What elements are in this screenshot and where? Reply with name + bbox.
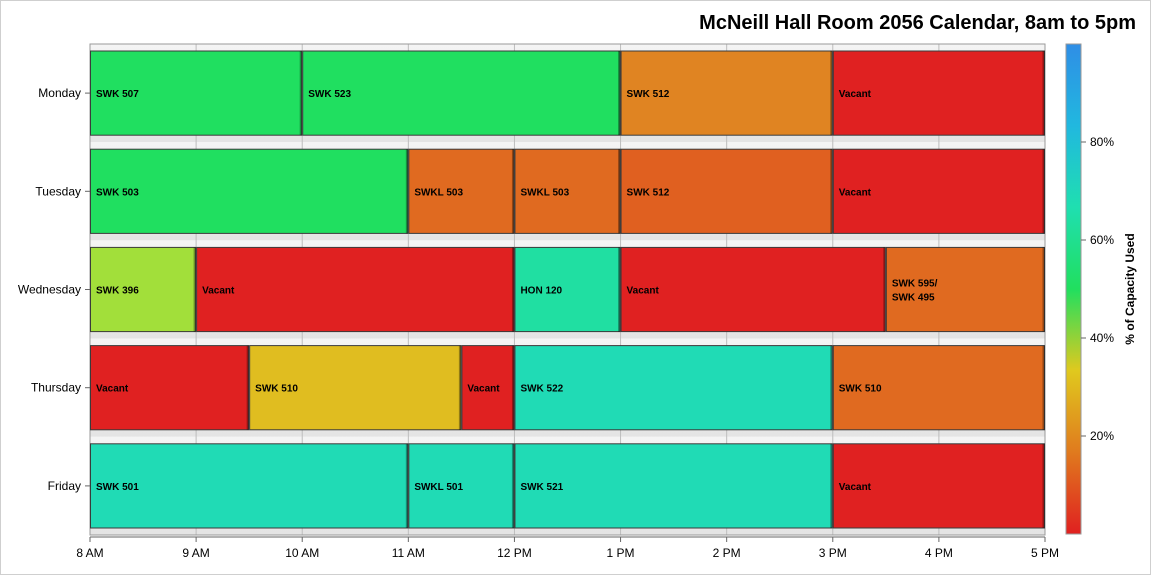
event-bar[interactable]: SWK 522 — [515, 346, 832, 430]
event-bar[interactable]: Vacant — [833, 149, 1044, 233]
event-bar-shadow — [459, 346, 461, 430]
event-label-line2: SWK 495 — [892, 293, 935, 304]
x-tick-label: 4 PM — [925, 546, 953, 560]
y-tick-label: Tuesday — [35, 184, 81, 198]
event-bar-shadow — [406, 444, 408, 528]
event-bar-rect — [886, 247, 1044, 331]
event-label: SWK 512 — [627, 187, 670, 198]
event-bar[interactable]: SWK 501 — [91, 444, 408, 528]
event-bar[interactable]: HON 120 — [515, 247, 620, 331]
colorbar-tick-label: 60% — [1090, 233, 1114, 247]
x-tick-label: 10 AM — [285, 546, 319, 560]
event-bar-rect — [197, 247, 514, 331]
event-bar[interactable]: SWKL 501 — [409, 444, 514, 528]
event-label: SWKL 503 — [520, 187, 569, 198]
colorbar-tick-label: 40% — [1090, 331, 1114, 345]
colorbar-title: % of Capacity Used — [1123, 233, 1137, 344]
event-bar-shadow — [406, 149, 408, 233]
colorbar: 20% 40% 60% 80% % of Capacity Used — [1066, 44, 1137, 534]
event-bar-shadow — [512, 444, 514, 528]
event-bar[interactable]: SWK 510 — [250, 346, 461, 430]
x-tick-label: 2 PM — [713, 546, 741, 560]
event-bar-shadow — [1043, 247, 1045, 331]
x-tick-label: 9 AM — [182, 546, 209, 560]
event-bar-shadow — [512, 346, 514, 430]
event-label: SWK 523 — [308, 89, 351, 100]
event-bar[interactable]: SWK 512 — [621, 149, 832, 233]
event-bar[interactable]: SWK 521 — [515, 444, 832, 528]
event-label: Vacant — [467, 384, 500, 395]
event-label: SWK 595/ — [892, 279, 938, 290]
event-bar-shadow — [618, 149, 620, 233]
event-label: SWK 522 — [520, 384, 563, 395]
x-tick-label: 1 PM — [607, 546, 635, 560]
event-bar-shadow — [512, 247, 514, 331]
event-label: SWK 501 — [96, 482, 139, 493]
event-label: Vacant — [839, 482, 872, 493]
x-tick-label: 3 PM — [819, 546, 847, 560]
event-bar[interactable]: Vacant — [621, 247, 885, 331]
x-tick-label: 8 AM — [76, 546, 103, 560]
event-bar[interactable]: SWK 503 — [91, 149, 408, 233]
event-bar-shadow — [1043, 149, 1045, 233]
y-tick-label: Thursday — [31, 381, 81, 395]
event-bar-shadow — [300, 51, 302, 135]
event-bar[interactable]: SWK 523 — [303, 51, 620, 135]
event-label: HON 120 — [520, 286, 562, 297]
event-bar-shadow — [830, 149, 832, 233]
event-bar-shadow — [830, 444, 832, 528]
x-tick-label: 12 PM — [497, 546, 532, 560]
x-tick-label: 5 PM — [1031, 546, 1059, 560]
event-bar[interactable]: SWK 595/SWK 495 — [886, 247, 1044, 331]
event-label: SWK 503 — [96, 187, 139, 198]
event-label: Vacant — [202, 286, 235, 297]
event-label: Vacant — [839, 89, 872, 100]
x-tick-label: 11 AM — [392, 546, 425, 560]
event-bar[interactable]: Vacant — [197, 247, 514, 331]
y-tick-label: Wednesday — [18, 283, 81, 297]
plot-area: SWK 507 SWK 523 SWK 512 Vacant SWK 503 SWKL 5… — [18, 44, 1059, 560]
event-label: SWK 507 — [96, 89, 139, 100]
event-bar[interactable]: SWK 396 — [91, 247, 196, 331]
event-bar-shadow — [1043, 51, 1045, 135]
event-bar-rect — [621, 247, 885, 331]
event-bar-shadow — [1043, 444, 1045, 528]
event-bar[interactable]: Vacant — [91, 346, 249, 430]
event-bar-shadow — [618, 51, 620, 135]
y-tick-label: Monday — [38, 86, 81, 100]
event-label: Vacant — [96, 384, 129, 395]
event-bar[interactable]: SWK 512 — [621, 51, 832, 135]
event-label: Vacant — [839, 187, 872, 198]
event-label: SWK 521 — [520, 482, 563, 493]
event-label: Vacant — [627, 286, 660, 297]
event-label: SWK 512 — [627, 89, 670, 100]
event-bar[interactable]: SWKL 503 — [409, 149, 514, 233]
event-bar-shadow — [618, 247, 620, 331]
event-bar[interactable]: Vacant — [833, 51, 1044, 135]
event-label: SWK 510 — [839, 384, 882, 395]
event-bar[interactable]: Vacant — [462, 346, 514, 430]
event-bar-shadow — [194, 247, 196, 331]
y-tick-label: Friday — [48, 479, 81, 493]
event-bar-shadow — [1043, 346, 1045, 430]
colorbar-gradient — [1066, 44, 1081, 534]
colorbar-tick-label: 80% — [1090, 135, 1114, 149]
event-bar[interactable]: SWKL 503 — [515, 149, 620, 233]
event-bar[interactable]: Vacant — [833, 444, 1044, 528]
event-label: SWK 396 — [96, 286, 139, 297]
event-label: SWKL 501 — [414, 482, 463, 493]
event-bar-shadow — [830, 346, 832, 430]
event-bar-shadow — [247, 346, 249, 430]
event-bar[interactable]: SWK 507 — [91, 51, 302, 135]
event-label: SWKL 503 — [414, 187, 463, 198]
event-label: SWK 510 — [255, 384, 298, 395]
event-bar-shadow — [883, 247, 885, 331]
event-bar-shadow — [830, 51, 832, 135]
event-bar-shadow — [512, 149, 514, 233]
event-bar[interactable]: SWK 510 — [833, 346, 1044, 430]
colorbar-tick-label: 20% — [1090, 429, 1114, 443]
